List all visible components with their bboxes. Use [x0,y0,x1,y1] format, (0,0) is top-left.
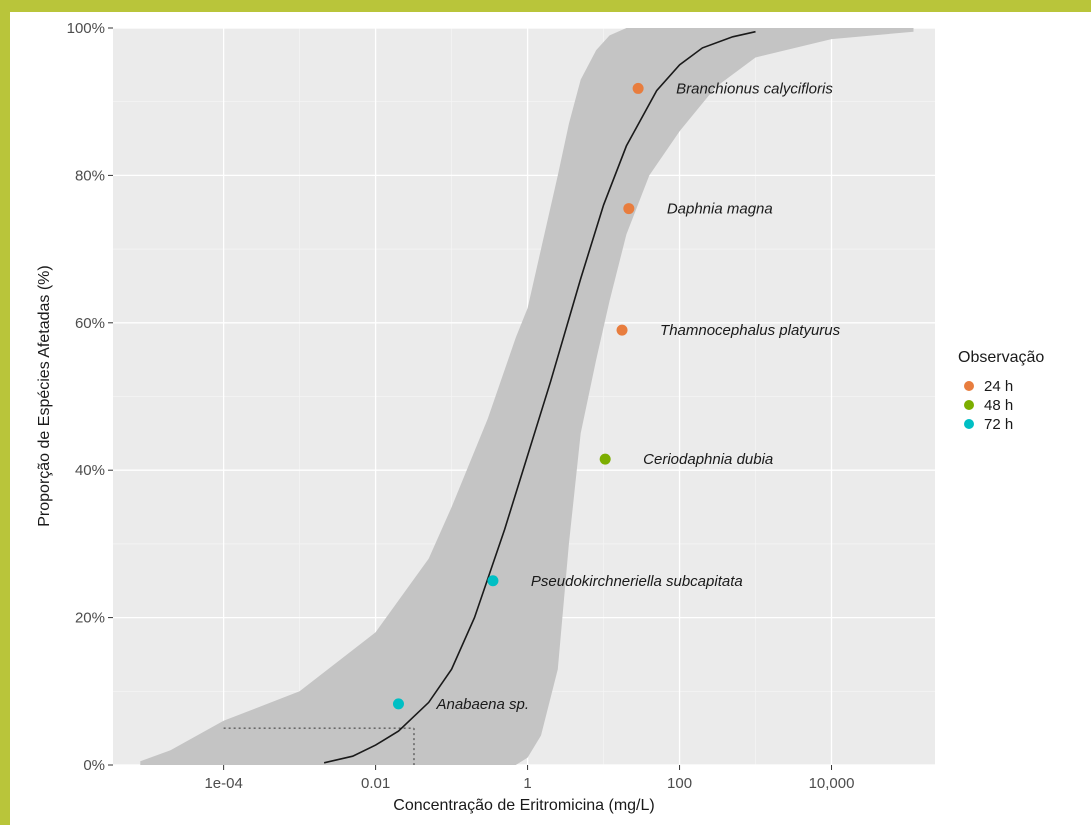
x-tick-label: 100 [667,775,692,792]
legend-key [964,400,974,410]
x-tick-label: 1 [523,775,531,792]
species-label: Ceriodaphnia dubia [643,451,773,468]
x-axis: 1e-04 0.01 1 100 10,000 [204,765,854,792]
data-point [392,698,404,710]
species-label: Branchionus calycifloris [676,80,833,97]
species-label: Daphnia magna [667,201,773,218]
data-point [599,453,611,465]
confidence-band [140,28,914,765]
legend-label: 72 h [984,416,1013,433]
data-point [487,575,499,587]
data-point [632,82,644,94]
y-tick-label: 100% [67,20,105,37]
y-tick-label: 20% [75,610,105,627]
y-axis: 0% 20% 40% 60% 80% 100% [67,20,113,774]
legend-label: 48 h [984,397,1013,414]
data-points [392,82,644,710]
reference-line [223,727,415,765]
x-tick-label: 1e-04 [204,775,242,792]
legend-key [964,419,974,429]
y-tick-label: 80% [75,167,105,184]
species-labels: Anabaena sp. Pseudokirchneriella subcapit… [435,80,840,712]
y-tick-label: 60% [75,315,105,332]
data-point [623,203,635,215]
fitted-curve [323,30,756,764]
y-axis-title: Proporção de Espécies Afetadas (%) [36,265,53,526]
legend-title: Observação [958,349,1044,366]
x-tick-label: 0.01 [361,775,390,792]
data-point [616,324,628,336]
species-label: Anabaena sp. [435,696,529,713]
x-tick-label: 10,000 [809,775,855,792]
species-label: Thamnocephalus platyurus [660,322,841,339]
species-label: Pseudokirchneriella subcapitata [531,573,743,590]
legend-label: 24 h [984,378,1013,395]
legend-key [964,381,974,391]
x-axis-title: Concentração de Eritromicina (mg/L) [393,797,654,814]
y-tick-label: 40% [75,462,105,479]
y-tick-label: 0% [83,757,105,774]
legend: Observação 24 h 48 h 72 h [958,349,1044,433]
